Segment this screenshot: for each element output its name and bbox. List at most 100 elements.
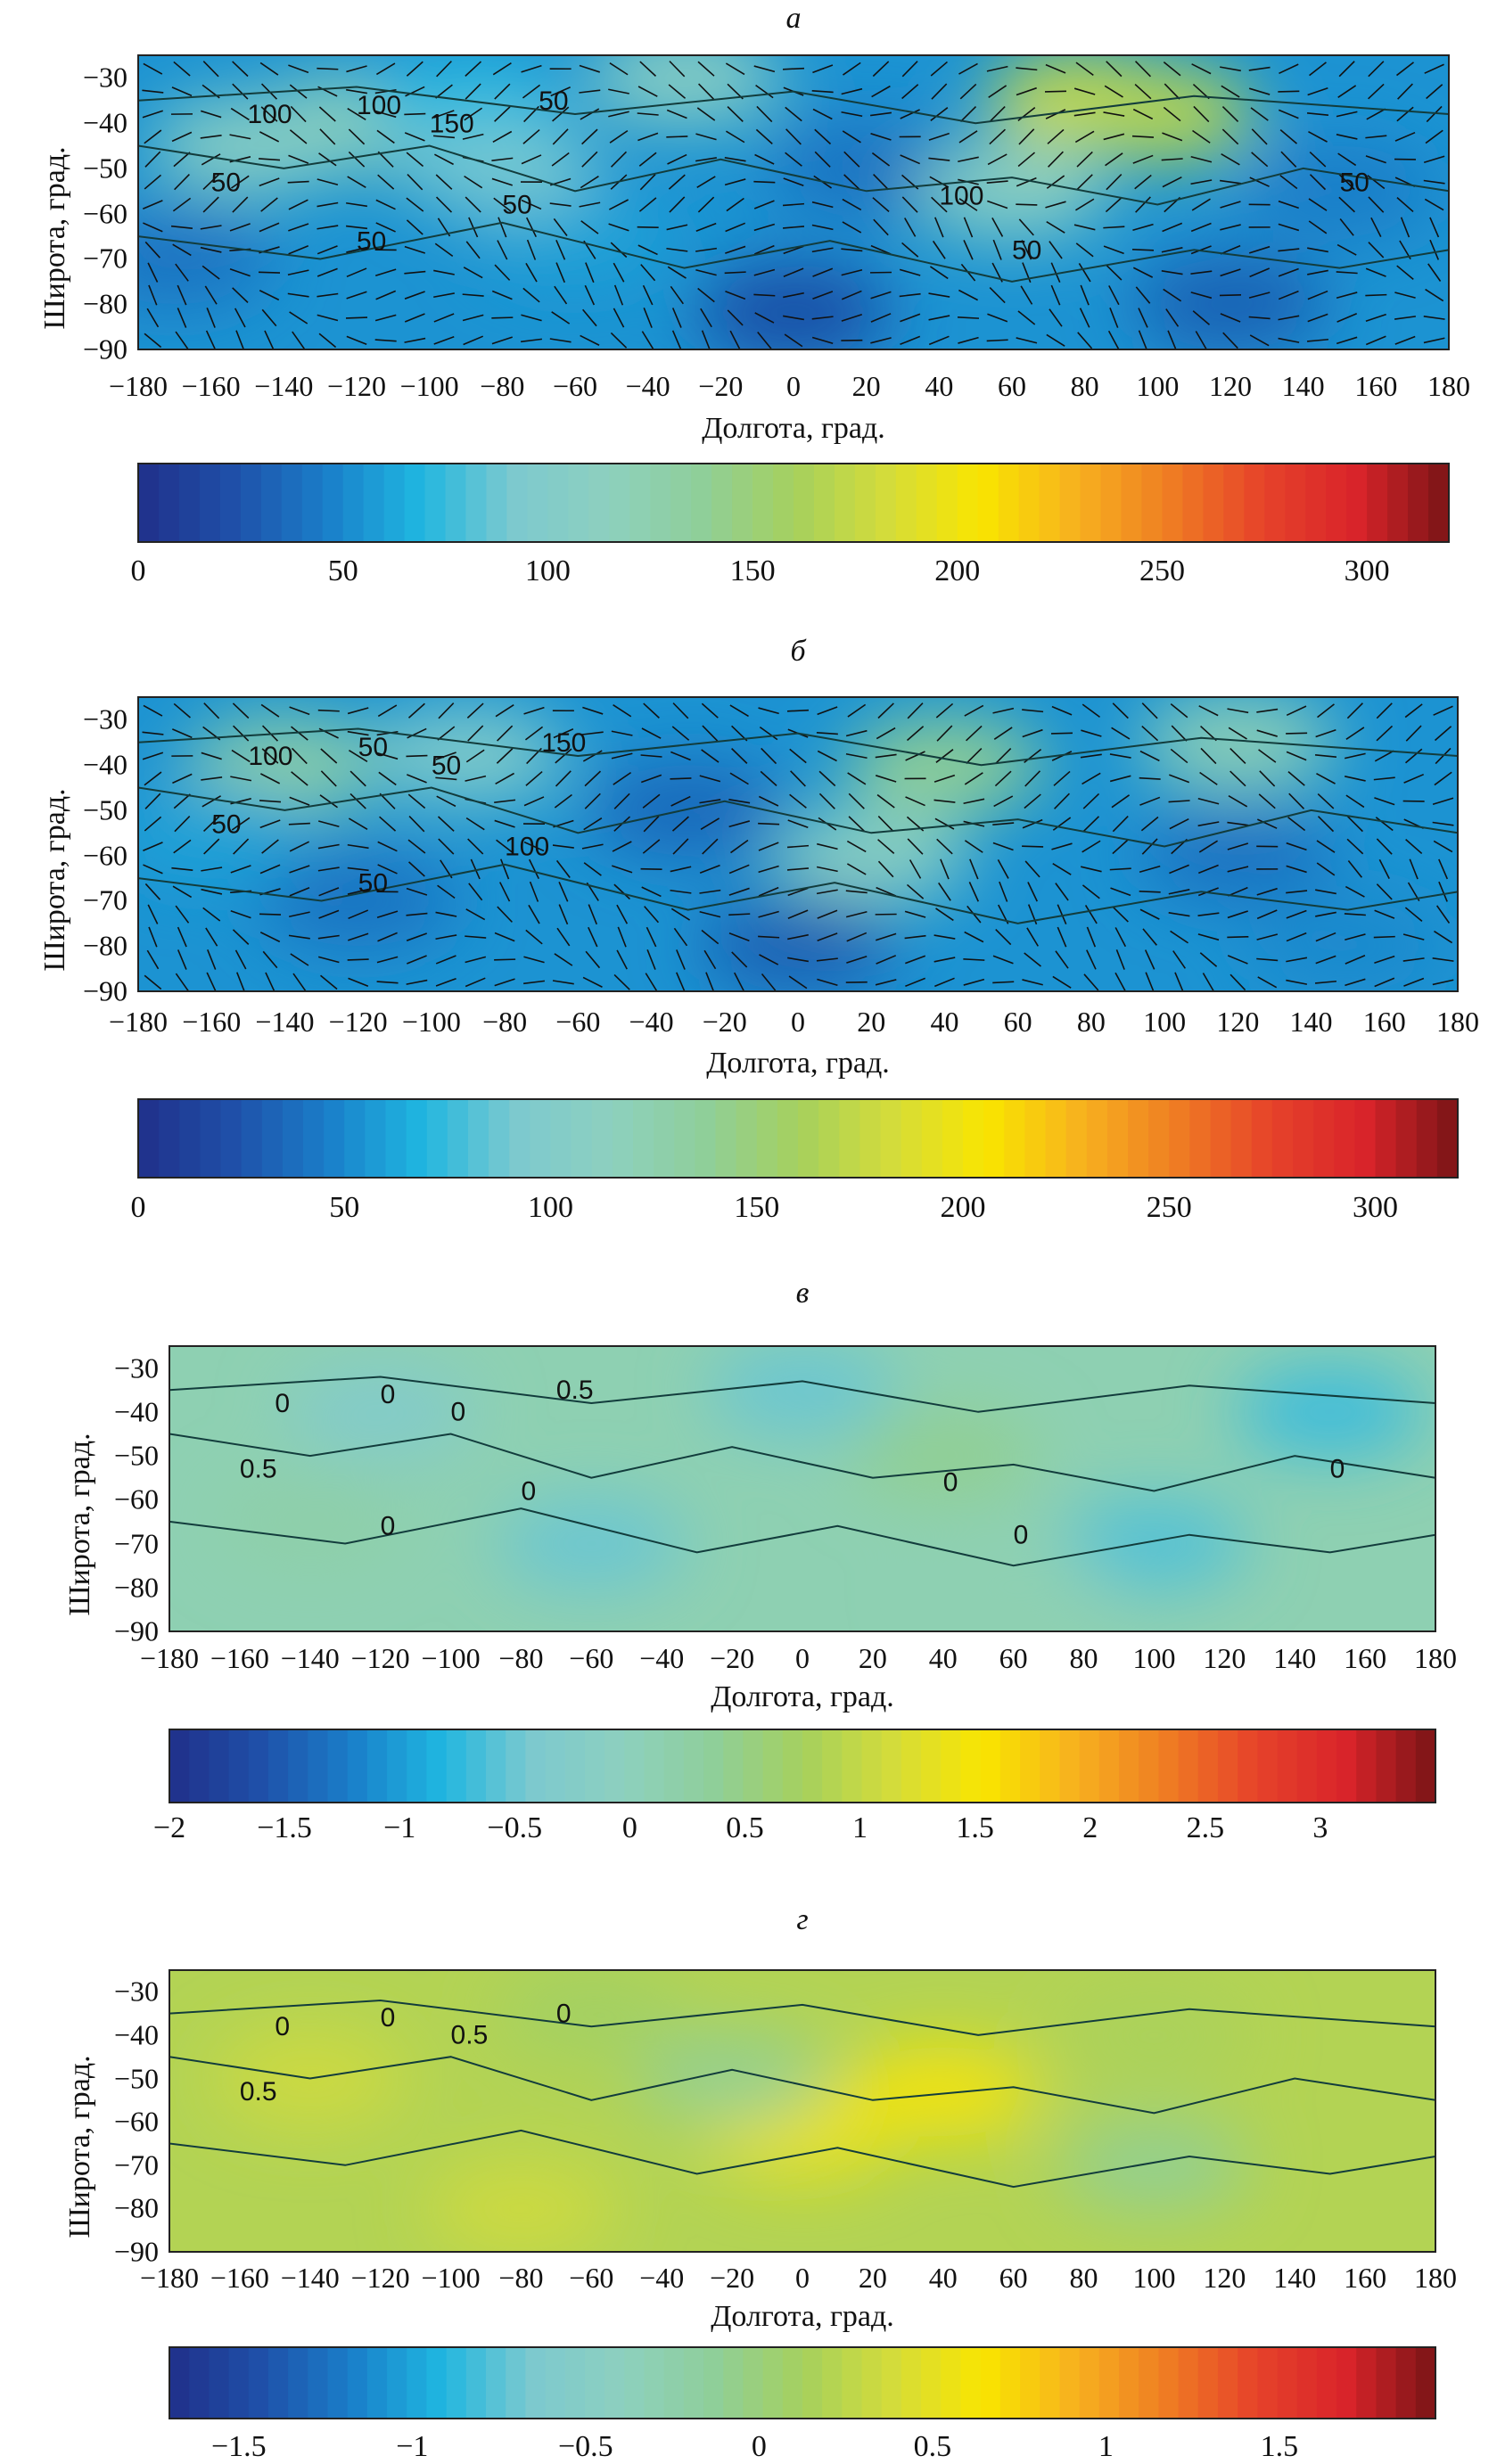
colorbar-step xyxy=(585,2347,605,2419)
contour-label: 0.5 xyxy=(451,2021,489,2050)
heatmap-field-patch xyxy=(848,2047,1038,2137)
colorbar-step xyxy=(209,2347,229,2419)
colorbar-step xyxy=(941,2347,961,2419)
x-tick-label: 120 xyxy=(1203,2262,1246,2295)
colorbar-step xyxy=(268,2347,289,2419)
colorbar-step xyxy=(1396,2347,1417,2419)
x-tick-label: −80 xyxy=(498,2262,543,2295)
colorbar-step xyxy=(328,2347,349,2419)
colorbar-step xyxy=(1218,2347,1238,2419)
colorbar-step xyxy=(723,2347,744,2419)
x-tick-label: 100 xyxy=(1132,2262,1175,2295)
colorbar-step xyxy=(426,2347,447,2419)
colorbar-step xyxy=(1000,2347,1021,2419)
colorbar-step xyxy=(802,2347,823,2419)
colorbar-step xyxy=(407,2347,427,2419)
colorbar-step xyxy=(921,2347,942,2419)
x-tick-label: 140 xyxy=(1273,2262,1316,2295)
x-tick-label: −160 xyxy=(210,2262,269,2295)
colorbar-step xyxy=(367,2347,388,2419)
colorbar-step xyxy=(1020,2347,1040,2419)
x-tick-label: −100 xyxy=(422,2262,481,2295)
colorbar-step xyxy=(1356,2347,1377,2419)
colorbar-step xyxy=(684,2347,704,2419)
x-tick-label: 40 xyxy=(929,2262,958,2295)
colorbar-step xyxy=(1257,2347,1278,2419)
colorbar-step xyxy=(1139,2347,1159,2419)
contour-label: 0 xyxy=(275,2012,290,2041)
colorbar-step xyxy=(249,2347,269,2419)
colorbar-step xyxy=(1040,2347,1060,2419)
colorbar-step xyxy=(1416,2347,1436,2419)
x-tick-label: 60 xyxy=(999,2262,1028,2295)
x-tick-label: 20 xyxy=(859,2262,887,2295)
colorbar-step xyxy=(506,2347,526,2419)
colorbar-step xyxy=(1179,2347,1199,2419)
colorbar-step xyxy=(466,2347,487,2419)
colorbar xyxy=(168,2345,1437,2420)
heatmap-field-patch xyxy=(637,2033,827,2123)
colorbar-step xyxy=(348,2347,368,2419)
colorbar-step xyxy=(1376,2347,1396,2419)
colorbar-step xyxy=(901,2347,922,2419)
contour-label: 0 xyxy=(381,2003,396,2033)
colorbar-step xyxy=(1099,2347,1120,2419)
colorbar-step xyxy=(486,2347,506,2419)
colorbar-step xyxy=(169,2347,190,2419)
heatmap-field-patch xyxy=(497,1968,687,2058)
colorbar-step xyxy=(387,2347,407,2419)
colorbar-step xyxy=(1297,2347,1318,2419)
colorbar-step xyxy=(842,2347,862,2419)
colorbar-step xyxy=(882,2347,902,2419)
colorbar-step xyxy=(783,2347,803,2419)
x-tick-label: −140 xyxy=(281,2262,340,2295)
heatmap-panel: 0 0 0.5 0 0.5 xyxy=(0,0,1505,2270)
colorbar-step xyxy=(565,2347,586,2419)
colorbar-step xyxy=(743,2347,763,2419)
colorbar-step xyxy=(645,2347,665,2419)
y-tick-label: −40 xyxy=(70,2018,159,2051)
heatmap-field-patch xyxy=(426,2164,616,2254)
contour-label: 0.5 xyxy=(240,2077,277,2107)
colorbar-step xyxy=(1198,2347,1219,2419)
x-tick-label: 160 xyxy=(1344,2262,1386,2295)
colorbar-step xyxy=(1059,2347,1080,2419)
x-tick-label: 80 xyxy=(1070,2262,1098,2295)
x-tick-label: 0 xyxy=(795,2262,810,2295)
colorbar-step xyxy=(1158,2347,1179,2419)
colorbar-step xyxy=(1119,2347,1139,2419)
contour-label: 0 xyxy=(556,1999,572,2028)
x-tick-label: −60 xyxy=(569,2262,613,2295)
y-axis-label: Широта, град. xyxy=(63,2055,97,2238)
x-tick-label: −20 xyxy=(710,2262,754,2295)
colorbar-step xyxy=(981,2347,1001,2419)
x-tick-label: −40 xyxy=(639,2262,684,2295)
x-tick-label: 180 xyxy=(1414,2262,1457,2295)
colorbar-step xyxy=(1317,2347,1337,2419)
y-tick-label: −30 xyxy=(70,1975,159,2008)
colorbar-step xyxy=(862,2347,883,2419)
heatmap-field-patch xyxy=(1059,2120,1249,2210)
colorbar-step xyxy=(308,2347,328,2419)
x-axis-label: Долгота, град. xyxy=(711,2300,894,2334)
colorbar-step xyxy=(703,2347,724,2419)
colorbar-step xyxy=(664,2347,685,2419)
colorbar-step xyxy=(961,2347,982,2419)
colorbar-step xyxy=(1278,2347,1298,2419)
colorbar-step xyxy=(525,2347,546,2419)
heatmap-field-patch xyxy=(1059,1990,1249,2080)
x-tick-label: −120 xyxy=(351,2262,410,2295)
colorbar-step xyxy=(288,2347,308,2419)
colorbar-step xyxy=(763,2347,784,2419)
colorbar-step xyxy=(624,2347,645,2419)
colorbar-step xyxy=(604,2347,625,2419)
colorbar-step xyxy=(1336,2347,1357,2419)
colorbar-step xyxy=(1238,2347,1258,2419)
y-tick-label: −90 xyxy=(70,2236,159,2269)
colorbar-step xyxy=(447,2347,467,2419)
colorbar-step xyxy=(229,2347,250,2419)
colorbar-step xyxy=(189,2347,210,2419)
colorbar-step xyxy=(546,2347,566,2419)
colorbar-step xyxy=(1080,2347,1100,2419)
colorbar-step xyxy=(822,2347,843,2419)
